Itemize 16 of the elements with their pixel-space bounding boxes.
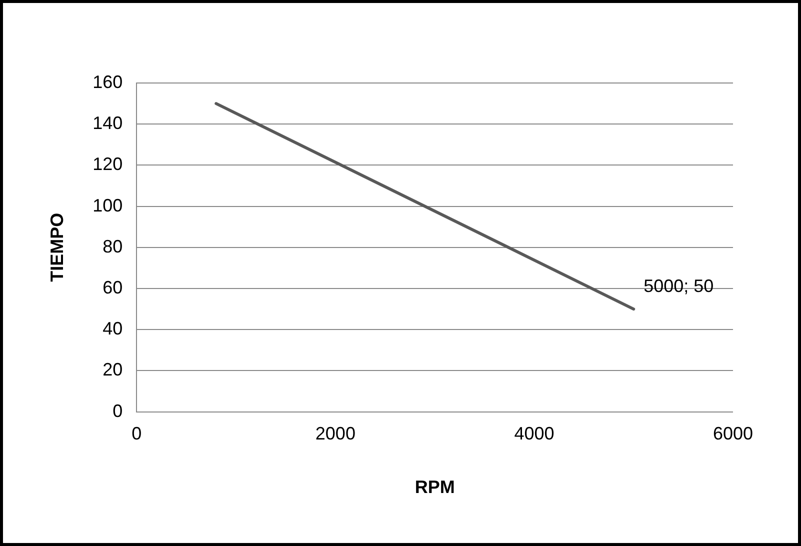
- x-tick-label: 0: [132, 424, 142, 444]
- y-tick-label: 120: [92, 154, 123, 174]
- y-tick-label: 80: [102, 236, 123, 256]
- y-tick-label: 0: [112, 400, 123, 421]
- x-tick-label: 6000: [712, 424, 754, 444]
- y-tick-label: 40: [102, 318, 123, 339]
- y-tick-label: 60: [102, 277, 123, 298]
- y-tick-label: 140: [92, 113, 123, 134]
- data-label: 5000; 50: [644, 276, 714, 296]
- x-axis-title: RPM: [414, 477, 455, 498]
- x-tick-label: 4000: [514, 424, 554, 444]
- x-tick-label: 2000: [315, 424, 356, 444]
- y-axis-title: TIEMPO: [46, 212, 67, 282]
- y-tick-label: 100: [92, 195, 123, 216]
- y-tick-label: 160: [92, 72, 123, 92]
- y-tick-label: 20: [102, 360, 123, 380]
